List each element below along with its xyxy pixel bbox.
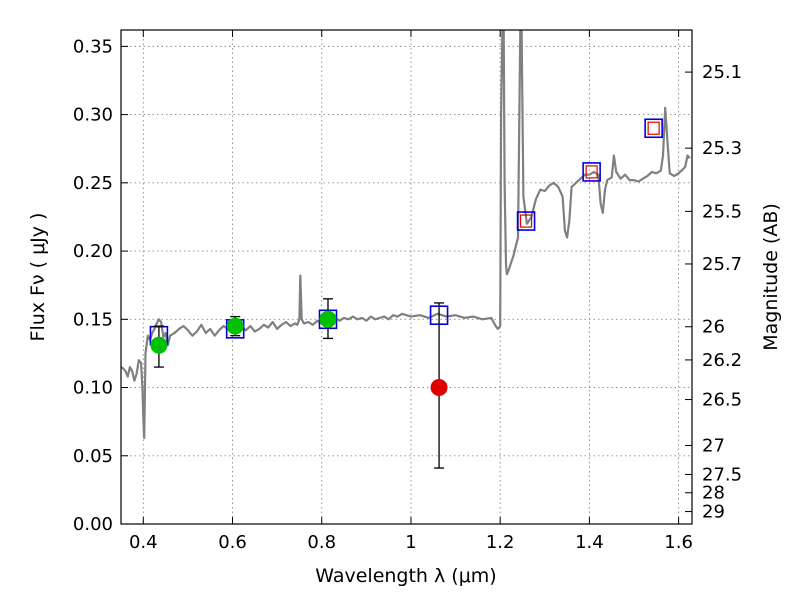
model-box <box>644 118 663 139</box>
x-tick-label: 1 <box>405 532 416 553</box>
y-tick-label: 0.20 <box>73 241 113 262</box>
model-photometry-boxes <box>149 118 663 346</box>
x-tick-label: 1.2 <box>486 532 515 553</box>
mag-tick-label: 29 <box>702 502 725 523</box>
y2-axis-label: Magnitude (AB) <box>760 203 782 351</box>
measured-point <box>150 336 168 354</box>
mag-tick-label: 26 <box>702 317 725 338</box>
error-bars <box>153 298 445 469</box>
model-spectrum-line <box>121 30 691 440</box>
model-box-inner <box>647 121 660 135</box>
measured-point <box>226 317 244 335</box>
model-spectrum <box>121 30 691 440</box>
upper-limit-point <box>430 379 448 397</box>
y-axis-label: Flux Fν ( μJy ) <box>27 213 49 342</box>
model-box-inner <box>519 214 533 228</box>
mag-tick-label: 25.1 <box>702 62 742 83</box>
y-tick-labels: 0.00 0.05 0.10 0.15 0.20 0.25 0.30 0.35 <box>73 36 113 535</box>
mag-tick-label: 27 <box>702 435 725 456</box>
y-tick-label: 0.00 <box>73 514 113 535</box>
model-box-inner <box>585 165 598 179</box>
y-tick-label: 0.10 <box>73 378 113 399</box>
model-box <box>516 211 536 231</box>
grid-lines <box>121 30 692 525</box>
mag-tick-label: 27.5 <box>702 464 742 485</box>
measured-point <box>319 310 337 328</box>
x-tick-label: 1.4 <box>575 532 604 553</box>
plot-frame <box>120 29 693 525</box>
observed-points <box>150 310 448 397</box>
mag-tick-label: 25.7 <box>702 254 742 275</box>
x-axis-label: Wavelength λ (μm) <box>315 565 496 587</box>
mag-tick-label: 28 <box>702 483 725 504</box>
y-tick-label: 0.25 <box>73 173 113 194</box>
x-tick-label: 0.8 <box>307 532 336 553</box>
model-box <box>582 162 601 182</box>
x-tick-label: 0.4 <box>129 532 158 553</box>
axis-ticks <box>121 30 692 525</box>
y-tick-label: 0.35 <box>73 36 113 57</box>
mag-tick-label: 26.5 <box>702 390 742 411</box>
y-tick-label: 0.05 <box>73 446 113 467</box>
x-tick-label: 1.6 <box>664 532 693 553</box>
mag-tick-label: 25.3 <box>702 138 742 159</box>
mag-tick-label: 25.5 <box>702 201 742 222</box>
x-tick-labels: 0.4 0.6 0.8 1 1.2 1.4 1.6 <box>129 532 693 553</box>
y-tick-label: 0.15 <box>73 309 113 330</box>
y-tick-label: 0.30 <box>73 105 113 126</box>
mag-tick-label: 26.2 <box>702 350 742 371</box>
x-tick-label: 0.6 <box>218 532 247 553</box>
